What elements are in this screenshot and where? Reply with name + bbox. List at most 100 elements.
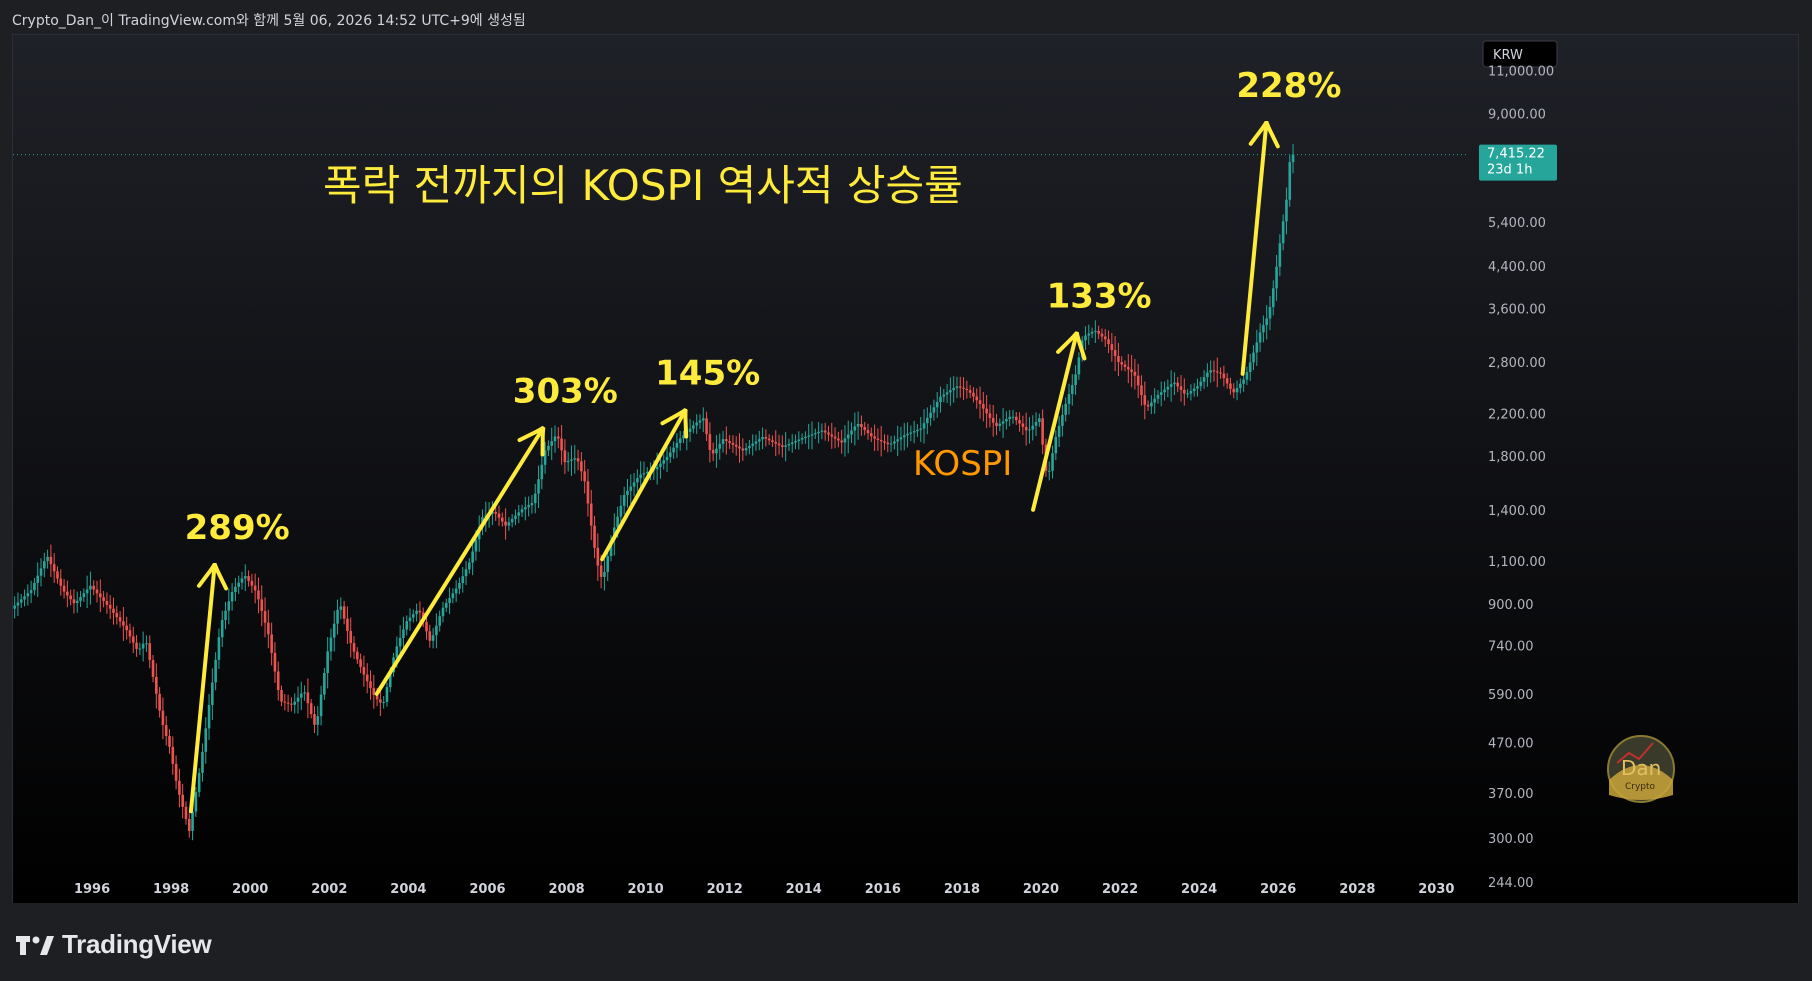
candle-body: [448, 598, 451, 603]
candle-body: [692, 425, 695, 429]
candle-body: [507, 522, 511, 526]
x-axis[interactable]: 1996 1998 2000 2002 2004 2006 2008 2010 2012 2014…: [74, 882, 1454, 897]
candle-body: [596, 547, 600, 566]
candle-body: [550, 441, 554, 446]
candle-body: [89, 585, 92, 590]
candle-body: [863, 427, 867, 431]
candle-body: [1222, 373, 1226, 379]
candle-body: [896, 439, 899, 442]
candle-body: [1117, 356, 1120, 363]
candle-body: [662, 460, 666, 464]
candle-body: [840, 440, 843, 443]
candle-body: [619, 505, 623, 517]
candle-body: [1258, 332, 1262, 343]
candle-body: [33, 582, 36, 591]
candle-body: [850, 430, 853, 435]
kospi-chart[interactable]: 폭락 전까지의 KOSPI 역사적 상승률 KOSPI KRW 11,000.0…: [13, 35, 1798, 904]
candle-body: [642, 473, 646, 475]
candle-body: [593, 525, 596, 548]
candle-body: [56, 571, 59, 579]
candle-body: [1103, 336, 1107, 340]
candle-body: [1087, 333, 1091, 336]
candle-body: [1255, 342, 1259, 353]
candle-body: [718, 443, 722, 449]
candle-body: [1123, 364, 1127, 367]
candle-body: [385, 687, 389, 702]
candle-body: [1176, 382, 1180, 387]
candle-body: [810, 434, 814, 436]
candle-body: [286, 702, 290, 704]
candle-body: [1288, 162, 1292, 200]
candle-body: [563, 450, 567, 463]
candle-body: [29, 590, 33, 594]
y-axis[interactable]: KRW 11,000.00 9,000.00 5,400.00 4,400.00 3,6…: [1482, 40, 1558, 891]
candle-body: [672, 447, 675, 453]
candle-body: [405, 621, 409, 630]
candle-body: [92, 585, 96, 590]
candle-body: [102, 597, 105, 602]
y-tick-label: 9,000.00: [1488, 107, 1546, 122]
candle-body: [1186, 393, 1189, 395]
x-tick-label: 2018: [944, 882, 980, 897]
candle-body: [744, 448, 748, 451]
candle-body: [497, 513, 501, 518]
candle-body: [912, 431, 916, 433]
footer: TradingView: [0, 903, 1812, 981]
chart-frame[interactable]: 폭락 전까지의 KOSPI 역사적 상승률 KOSPI KRW 11,000.0…: [12, 34, 1799, 905]
candle-body: [95, 589, 99, 594]
candle-body: [804, 436, 807, 439]
candle-body: [754, 441, 758, 444]
candle-body: [369, 681, 372, 689]
candle-body: [168, 735, 171, 747]
candle-body: [622, 495, 626, 506]
candle-body: [962, 387, 965, 389]
candle-body: [629, 486, 633, 491]
candle-body: [474, 539, 478, 552]
candle-body: [428, 631, 432, 641]
candle-body: [155, 676, 158, 694]
candle-body: [1159, 392, 1163, 395]
candle-body: [939, 396, 942, 403]
candle-body: [1097, 330, 1100, 334]
annotation-arrowhead: [517, 426, 545, 457]
candle-body: [856, 423, 860, 427]
candle-body: [1248, 362, 1252, 373]
last-price-badge: 7,415.22 23d 1h: [1479, 144, 1557, 181]
candle-body: [1209, 370, 1212, 373]
candle-body: [975, 396, 979, 401]
annotation-arrow: [1240, 123, 1267, 376]
candle-body: [731, 442, 735, 445]
candle-body: [1130, 369, 1133, 372]
annotation-arrowhead: [196, 563, 229, 591]
candle-body: [349, 630, 353, 644]
currency-badge[interactable]: [1482, 40, 1558, 68]
candle-body: [958, 386, 962, 388]
candle-body: [382, 701, 385, 703]
tradingview-brand[interactable]: TradingView: [16, 929, 212, 960]
x-tick-label: 2028: [1339, 882, 1375, 897]
candle-body: [313, 713, 316, 725]
candle-body: [873, 436, 876, 439]
candle-body: [211, 682, 214, 705]
candle-body: [444, 602, 448, 608]
candle-body: [817, 431, 820, 434]
candle-body: [985, 408, 988, 414]
candle-body: [883, 441, 886, 443]
candle-body: [576, 458, 580, 462]
candle-body: [1133, 371, 1137, 376]
candle-body: [122, 621, 125, 626]
x-tick-label: 2026: [1260, 882, 1296, 897]
candle-body: [738, 446, 741, 449]
candle-body: [790, 442, 794, 444]
candle-body: [283, 701, 287, 703]
candle-body: [207, 704, 211, 729]
candle-body: [982, 403, 985, 409]
candle-body: [62, 585, 66, 592]
candle-body: [906, 433, 909, 436]
candle-body: [1179, 386, 1183, 390]
candle-body: [573, 458, 577, 460]
candle-body: [698, 420, 702, 423]
annotation-label: 228%: [1236, 66, 1341, 106]
candle-body: [504, 521, 507, 526]
candle-body: [270, 634, 273, 653]
